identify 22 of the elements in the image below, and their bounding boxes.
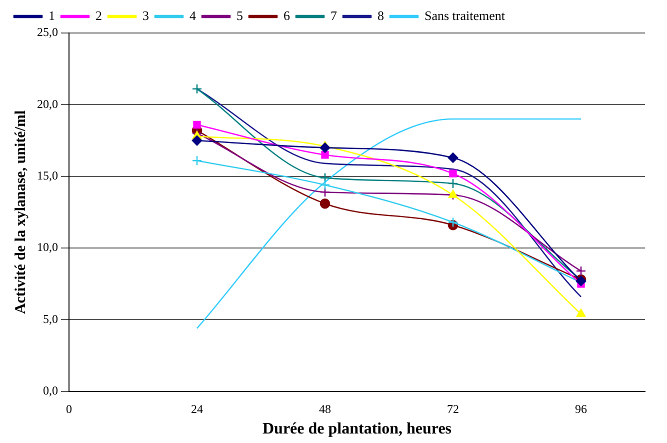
y-axis-title: Activité de la xylanase, unité/ml — [12, 110, 29, 314]
legend-label: 3 — [142, 8, 149, 23]
x-tick-label: 24 — [191, 402, 203, 416]
y-tick-label: 20,0 — [37, 96, 58, 111]
y-tick-label: 10,0 — [37, 240, 58, 254]
x-tick-label: 0 — [66, 402, 72, 416]
legend-label: 2 — [96, 8, 102, 23]
legend-label: 1 — [48, 8, 55, 23]
legend-label: 8 — [378, 8, 384, 23]
legend-label: Sans traitement — [424, 8, 506, 23]
x-tick-label: 72 — [447, 402, 459, 416]
legend-label: 4 — [190, 8, 196, 23]
x-axis-title: Durée de plantation, heures — [262, 420, 452, 438]
y-tick-label: 25,0 — [37, 25, 58, 40]
y-tick-label: 5,0 — [43, 312, 58, 326]
legend-label: 6 — [284, 8, 290, 23]
y-tick-label: 0,0 — [43, 384, 58, 398]
legend-label: 7 — [330, 8, 338, 23]
x-tick-label: 48 — [319, 402, 331, 416]
x-tick-label: 96 — [575, 402, 587, 416]
legend-label: 5 — [236, 8, 243, 23]
y-tick-label: 15,0 — [37, 168, 58, 183]
